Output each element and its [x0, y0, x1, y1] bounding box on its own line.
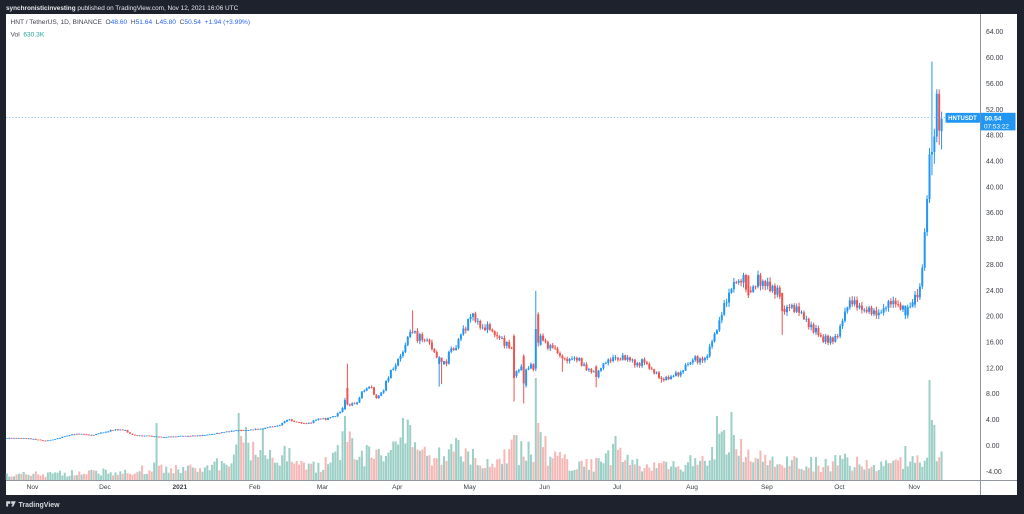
svg-text:Oct: Oct: [834, 484, 844, 491]
svg-text:Jun: Jun: [539, 484, 550, 491]
svg-text:07:53:22: 07:53:22: [984, 123, 1009, 130]
svg-text:40.00: 40.00: [986, 184, 1003, 191]
svg-text:Apr: Apr: [392, 484, 403, 491]
svg-text:50.54: 50.54: [985, 115, 1002, 122]
svg-text:8.00: 8.00: [986, 391, 1000, 398]
svg-text:Dec: Dec: [99, 484, 111, 491]
svg-text:44.00: 44.00: [986, 159, 1003, 166]
svg-text:32.00: 32.00: [986, 236, 1003, 243]
svg-text:56.00: 56.00: [986, 81, 1003, 88]
svg-text:Vol 630.3K: Vol 630.3K: [11, 31, 45, 38]
svg-text:4.00: 4.00: [986, 417, 1000, 424]
svg-text:12.00: 12.00: [986, 365, 1003, 372]
svg-text:36.00: 36.00: [986, 210, 1003, 217]
svg-text:Aug: Aug: [686, 484, 698, 491]
svg-text:64.00: 64.00: [986, 29, 1003, 36]
svg-text:2021: 2021: [172, 484, 187, 491]
svg-text:TradingView: TradingView: [19, 502, 61, 509]
svg-text:Feb: Feb: [249, 484, 261, 491]
svg-text:synchronisticinvesting publish: synchronisticinvesting published on Trad…: [6, 5, 239, 12]
svg-text:48.00: 48.00: [986, 133, 1003, 140]
svg-text:60.00: 60.00: [986, 55, 1003, 62]
svg-text:24.00: 24.00: [986, 288, 1003, 295]
svg-text:16.00: 16.00: [986, 340, 1003, 347]
svg-text:HNTUSDT: HNTUSDT: [948, 116, 977, 122]
svg-text:-4.00: -4.00: [986, 469, 1002, 476]
svg-text:HNT / TetherUS, 1D, BINANCE O: HNT / TetherUS, 1D, BINANCE O48.60 H51.6…: [11, 19, 251, 26]
svg-text:Sep: Sep: [761, 484, 773, 491]
svg-text:Nov: Nov: [908, 484, 920, 491]
svg-text:28.00: 28.00: [986, 262, 1003, 269]
svg-text:52.00: 52.00: [986, 107, 1003, 114]
svg-text:Mar: Mar: [317, 484, 329, 491]
svg-text:Nov: Nov: [27, 484, 39, 491]
svg-text:Jul: Jul: [613, 484, 622, 491]
svg-text:0.00: 0.00: [986, 443, 1000, 450]
svg-text:May: May: [463, 484, 476, 491]
svg-text:20.00: 20.00: [986, 314, 1003, 321]
